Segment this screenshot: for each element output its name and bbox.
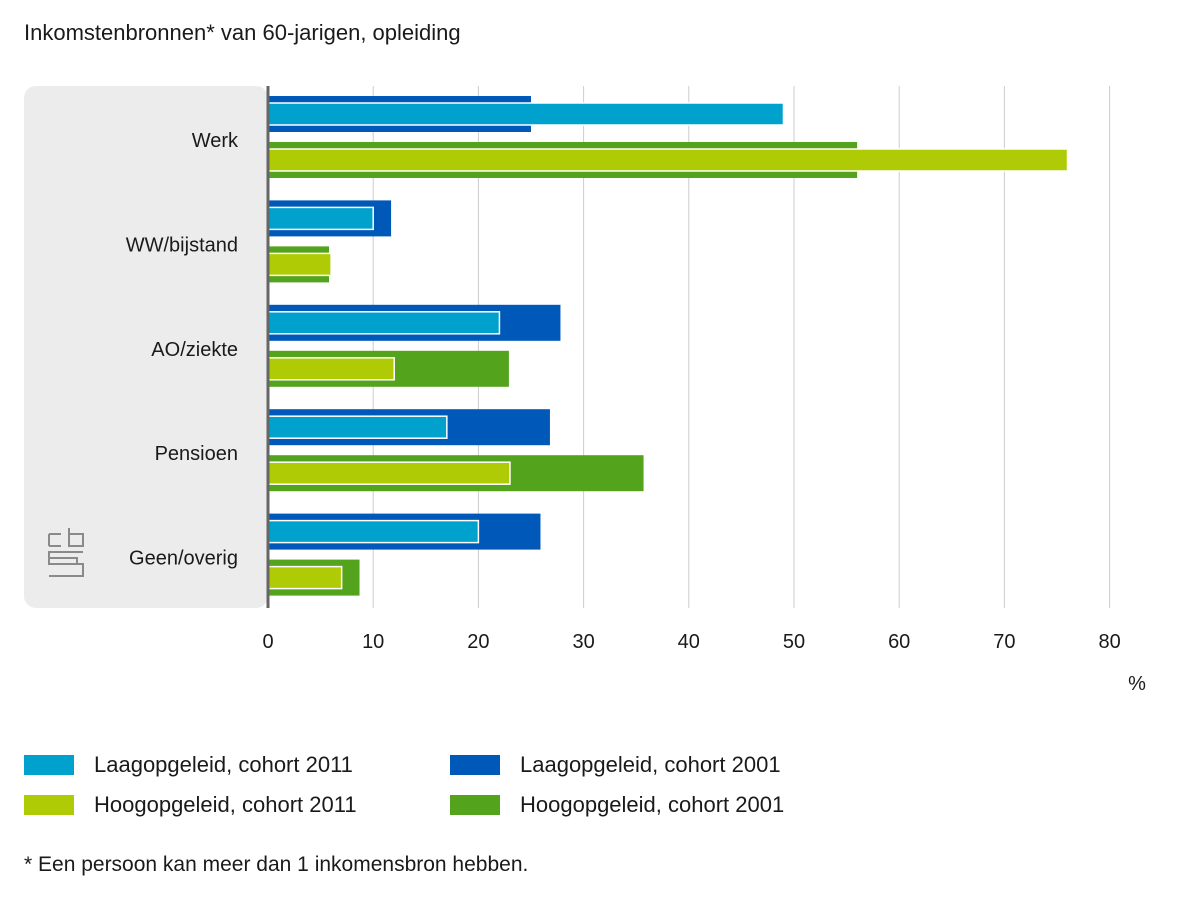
legend-label-laag-2001: Laagopgeleid, cohort 2001 <box>520 752 781 777</box>
x-tick-label: 50 <box>783 631 805 653</box>
legend-swatch-hoog-2001 <box>450 795 500 815</box>
bars <box>267 96 1069 596</box>
bar-laag_2011 <box>267 102 785 126</box>
x-tick-labels: 0 10 20 30 40 50 60 70 80 <box>262 631 1120 653</box>
legend-swatch-laag-2011 <box>24 755 74 775</box>
bar-chart: Werk WW/bijstand AO/ziekte Pensioen Geen/ove… <box>24 86 1146 695</box>
x-tick-label: 30 <box>572 631 594 653</box>
x-tick-label: 40 <box>678 631 700 653</box>
legend-swatch-hoog-2011 <box>24 795 74 815</box>
x-tick-label: 0 <box>262 631 273 653</box>
legend-label-laag-2011: Laagopgeleid, cohort 2011 <box>94 752 353 777</box>
category-label: WW/bijstand <box>126 234 238 256</box>
category-label: AO/ziekte <box>151 339 238 361</box>
x-tick-label: 10 <box>362 631 384 653</box>
legend-item-hoog-2001: Hoogopgeleid, cohort 2001 <box>450 793 870 817</box>
x-tick-label: 70 <box>993 631 1015 653</box>
legend-item-laag-2011: Laagopgeleid, cohort 2011 <box>24 753 444 777</box>
bar-laag_2011 <box>267 415 448 439</box>
bar-hoog_2011 <box>267 461 511 485</box>
bar-laag_2011 <box>267 311 501 335</box>
x-tick-label: 20 <box>467 631 489 653</box>
x-unit-label: % <box>1128 673 1146 695</box>
category-label: Geen/overig <box>129 548 238 570</box>
category-labels: Werk WW/bijstand AO/ziekte Pensioen Geen/ove… <box>126 130 239 570</box>
bar-laag_2011 <box>267 519 480 544</box>
category-panel <box>24 86 268 608</box>
footnote: * Een persoon kan meer dan 1 inkomensbro… <box>24 853 529 876</box>
x-tick-label: 80 <box>1098 631 1120 653</box>
legend-item-hoog-2011: Hoogopgeleid, cohort 2011 <box>24 793 444 817</box>
legend-label-hoog-2011: Hoogopgeleid, cohort 2011 <box>94 792 357 817</box>
cbs-logo-icon <box>48 528 84 577</box>
category-label: Pensioen <box>155 443 238 465</box>
legend-swatch-laag-2001 <box>450 755 500 775</box>
x-tick-label: 60 <box>888 631 910 653</box>
legend-item-laag-2001: Laagopgeleid, cohort 2001 <box>450 753 870 777</box>
category-label: Werk <box>192 130 239 152</box>
legend-label-hoog-2001: Hoogopgeleid, cohort 2001 <box>520 792 785 817</box>
bar-hoog_2011 <box>267 565 343 590</box>
bar-hoog_2011 <box>267 252 332 277</box>
bar-hoog_2011 <box>267 357 395 381</box>
bar-laag_2011 <box>267 206 374 231</box>
bar-hoog_2011 <box>267 148 1069 172</box>
chart-title: Inkomstenbronnen* van 60-jarigen, opleid… <box>24 20 461 45</box>
